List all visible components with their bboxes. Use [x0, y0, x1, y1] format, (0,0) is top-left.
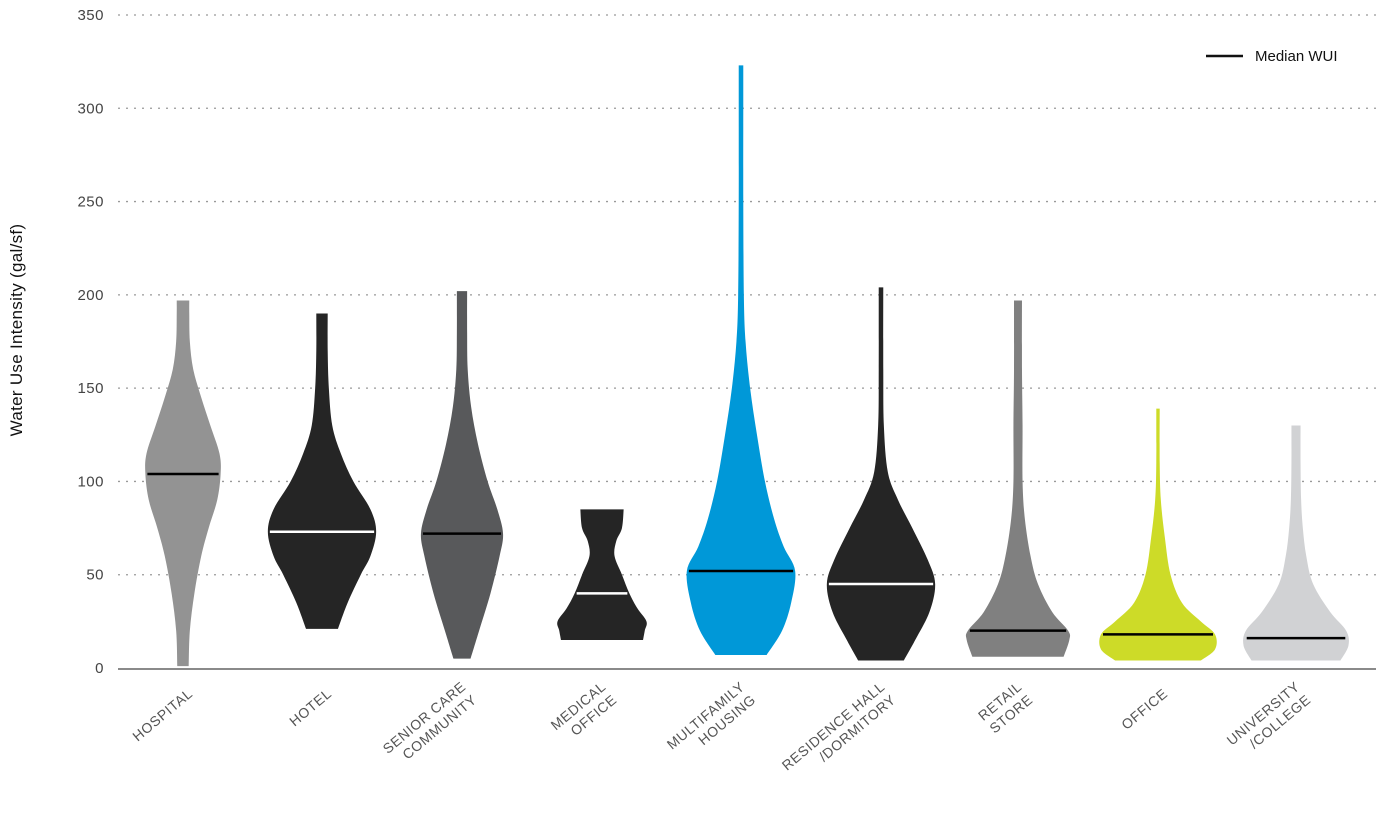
legend: Median WUI — [1206, 48, 1338, 65]
y-tick-label: 0 — [95, 660, 104, 677]
y-tick-label: 300 — [77, 100, 104, 117]
category-label: UNIVERSITY/COLLEGE — [1223, 678, 1313, 751]
violin-hospital — [145, 300, 221, 667]
category-label-line: HOSPITAL — [129, 685, 195, 744]
violin-senior-care-community — [420, 291, 504, 659]
y-tick-label: 150 — [77, 380, 104, 397]
category-label: HOSPITAL — [129, 685, 195, 744]
y-tick-label: 200 — [77, 287, 104, 304]
violin-multifamily-housing — [686, 65, 796, 655]
category-label-line: HOTEL — [286, 685, 334, 729]
y-tick-label: 50 — [86, 567, 104, 584]
y-tick-label: 100 — [77, 473, 104, 490]
category-label: HOTEL — [286, 685, 334, 729]
violin-university-college — [1243, 425, 1349, 661]
y-tick-label: 350 — [77, 7, 104, 24]
category-label: RESIDENCE HALL/DORMITORY — [779, 678, 899, 773]
y-axis-title: Water Use Intensity (gal/sf) — [7, 224, 26, 437]
violin-office — [1099, 408, 1217, 661]
category-label-line: OFFICE — [1118, 685, 1170, 733]
y-tick-label: 250 — [77, 194, 104, 211]
category-label: OFFICE — [1118, 685, 1170, 733]
y-tick-labels: 0 50 100 150 200 250 300 350 — [77, 7, 104, 677]
violins — [145, 65, 1349, 667]
violin-medical-office — [557, 509, 647, 641]
violin-residence-hall-dormitory — [826, 287, 936, 661]
violin-hotel — [267, 313, 377, 629]
median-lines — [147, 472, 1346, 640]
violin-retail-store — [965, 300, 1071, 657]
legend-label: Median WUI — [1255, 48, 1338, 65]
